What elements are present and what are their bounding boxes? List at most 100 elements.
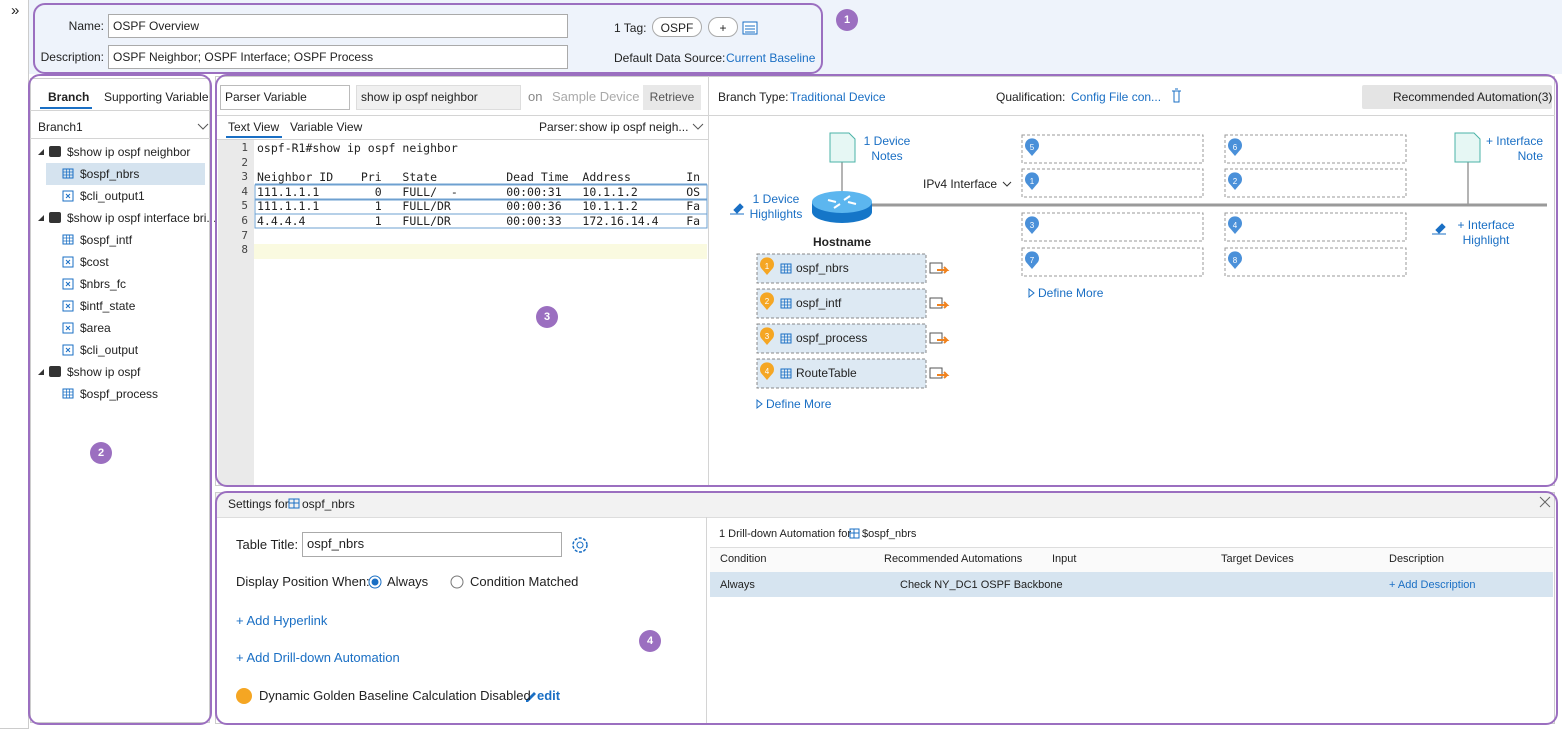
qualification-link[interactable]: Config File con... [1071,90,1161,104]
table-cell[interactable]: + Add Description [1389,578,1476,592]
item-number: 3 [765,332,770,341]
tab-underline [40,107,92,109]
add-hyperlink[interactable]: + Add Hyperlink [236,614,327,628]
tree-leaf[interactable]: $cost [80,255,109,269]
slot-number: 5 [1030,143,1035,152]
table-header-cell: Input [1052,552,1076,566]
branch-type-label: Branch Type: [718,90,789,104]
expand-arrow [38,149,44,155]
recommended-label[interactable]: Recommended Automation(3) [1393,90,1552,104]
line-number: 5 [220,199,248,213]
tree-leaf[interactable]: $ospf_intf [80,233,132,247]
interface-highlight[interactable]: + Interface Highlight [1446,218,1526,248]
item-number: 2 [765,297,770,306]
tree-node[interactable]: $show ip ospf neighbor [67,145,190,159]
drilldown-target: $ospf_nbrs [862,527,916,541]
interface-note[interactable]: + Interface Note [1471,134,1543,164]
callout: 1 [836,9,858,31]
tab-underline [226,136,282,138]
line-number: 7 [220,229,248,243]
device-define-more[interactable]: Define More [766,397,831,411]
description-label: Description: [30,50,104,64]
code-line: Neighbor ID Pri State Dead Time Address … [257,170,707,184]
table-header-cell: Description [1389,552,1444,566]
branch-select[interactable]: Branch1 [38,120,83,134]
slot-number: 4 [1233,221,1238,230]
device-input[interactable]: Sample Device [552,90,639,104]
command-input[interactable]: show ip ospf neighbor [356,85,521,110]
variable-type-select[interactable]: Parser Variable [220,85,350,110]
callout: 4 [639,630,661,652]
table-icon [63,389,73,398]
interface-slot [1022,135,1203,163]
code-line: 111.1.1.1 1 FULL/DR 00:00:36 10.1.1.2 Fa [257,199,707,213]
tree-leaf[interactable]: $cli_output [80,343,138,357]
callout: 3 [536,306,558,328]
tree-node[interactable]: $show ip ospf [67,365,140,379]
interface-define-more[interactable]: Define More [1038,286,1103,300]
table-title-label: Table Title: [236,538,298,552]
slot-number: 2 [1233,177,1238,186]
callout: 2 [90,442,112,464]
tree-leaf[interactable]: $ospf_process [80,387,158,401]
slot-number: 8 [1233,256,1238,265]
expand-button[interactable]: » [11,4,19,18]
interface-slot [1022,248,1203,276]
description-input[interactable]: OSPF Neighbor; OSPF Interface; OSPF Proc… [108,45,568,69]
parser-label: Parser: [539,120,578,134]
variable-view-tab[interactable]: Variable View [290,120,362,134]
code-line: ospf-R1#show ip ospf neighbor [257,141,707,155]
cli-icon [49,366,61,377]
slot-number: 6 [1233,143,1238,152]
item-name: ospf_intf [796,296,842,310]
device-notes[interactable]: 1 Device Notes [858,134,916,164]
interface-slot [1225,248,1406,276]
automation-icon [930,263,942,273]
item-number: 1 [765,262,770,271]
tag-pill[interactable]: OSPF [652,17,702,37]
edit-link[interactable]: edit [537,689,560,703]
tree-leaf[interactable]: $nbrs_fc [80,277,126,291]
tag-add[interactable]: + [708,17,738,37]
item-number: 4 [765,367,770,376]
slot-number: 3 [1030,221,1035,230]
add-drilldown[interactable]: + Add Drill-down Automation [236,651,400,665]
cli-icon [49,212,61,223]
line-number: 3 [220,170,248,184]
retrieve-button[interactable]: Retrieve [643,85,701,110]
line-number: 2 [220,156,248,170]
table-icon [63,235,73,244]
table-icon [63,235,73,244]
data-source-link[interactable]: Current Baseline [726,51,815,65]
parser-select[interactable]: show ip ospf neigh... [579,120,688,134]
interface-label[interactable]: IPv4 Interface [923,177,997,191]
tree-leaf[interactable]: $intf_state [80,299,135,313]
settings-title-prefix: Settings for [228,497,289,511]
name-input[interactable]: OSPF Overview [108,14,568,38]
tree-node[interactable]: $show ip ospf interface bri... [67,211,216,225]
table-icon [63,389,73,398]
tree-leaf[interactable]: $ospf_nbrs [80,167,139,181]
table-cell[interactable]: Check NY_DC1 OSPF Backbone [900,578,1063,592]
baseline-status: Dynamic Golden Baseline Calculation Disa… [259,689,531,703]
interface-slot [1022,169,1203,197]
supporting-tab[interactable]: Supporting Variable [104,90,209,104]
branch-tab[interactable]: Branch [48,90,89,104]
table-cell: Always [720,578,755,592]
automation-icon [930,368,942,378]
settings-title: ospf_nbrs [302,497,355,511]
table-title-select[interactable]: ospf_nbrs [302,532,562,557]
device-highlights[interactable]: 1 Device Highlights [743,192,809,222]
radio-always[interactable]: Always [387,575,428,589]
tree-leaf[interactable]: $area [80,321,111,335]
line-number: 6 [220,214,248,228]
code-line: 111.1.1.1 0 FULL/ - 00:00:31 10.1.1.2 OS [257,185,707,199]
cli-icon [49,146,61,157]
qualification-label: Qualification: [996,90,1065,104]
branch-type-link[interactable]: Traditional Device [790,90,886,104]
radio-condition[interactable]: Condition Matched [470,575,578,589]
text-view-tab[interactable]: Text View [228,120,279,134]
tree-leaf[interactable]: $cli_output1 [80,189,145,203]
automation-icon [930,298,942,308]
